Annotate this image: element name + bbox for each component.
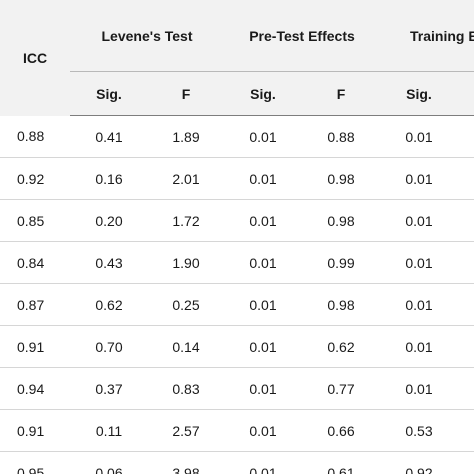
cell-levene-f: 0.14 <box>172 338 200 355</box>
cell-icc: 0.87 <box>17 296 45 313</box>
cell-training-f: 0 <box>458 452 474 474</box>
cell-training-sig: 0.01 <box>405 380 433 397</box>
cell-pretest-sig: 0.01 <box>249 296 277 313</box>
cell-training-sig: 0.01 <box>405 212 433 229</box>
subheader-pretest-f: F <box>302 71 380 116</box>
subheader-training-sig: Sig. <box>380 71 458 116</box>
cell-pretest-sig: 0.01 <box>249 170 277 187</box>
table-row: 0.84 0.43 1.90 0.01 0.99 0.01 0 <box>0 242 474 284</box>
cell-levene-sig: 0.06 <box>95 464 123 474</box>
cell-training-f: 0 <box>458 242 474 284</box>
cell-pretest-sig: 0.01 <box>249 338 277 355</box>
table-row: 0.87 0.62 0.25 0.01 0.98 0.01 0 <box>0 284 474 326</box>
cell-levene-sig: 0.16 <box>95 170 123 187</box>
cell-levene-f: 3.98 <box>172 464 200 474</box>
cell-icc: 0.85 <box>17 212 45 229</box>
table-row: 0.88 0.41 1.89 0.01 0.88 0.01 0 <box>0 116 474 158</box>
cell-training-sig: 0.01 <box>405 296 433 313</box>
table-row: 0.95 0.06 3.98 0.01 0.61 0.92 0 <box>0 452 474 474</box>
cell-pretest-f: 0.62 <box>327 338 355 355</box>
cell-pretest-f: 0.98 <box>327 212 355 229</box>
subheader-training-f <box>458 71 474 116</box>
cell-pretest-sig: 0.01 <box>249 128 277 145</box>
cell-pretest-sig: 0.01 <box>249 380 277 397</box>
cell-pretest-sig: 0.01 <box>249 422 277 439</box>
cell-pretest-f: 0.99 <box>327 254 355 271</box>
cell-icc: 0.94 <box>17 380 45 397</box>
table-header: ICC Levene's Test Pre-Test Effects Train… <box>0 0 474 116</box>
cell-training-sig: 0.01 <box>405 254 433 271</box>
subheader-levene-sig: Sig. <box>70 71 148 116</box>
cell-pretest-f: 0.98 <box>327 170 355 187</box>
cell-levene-f: 1.89 <box>172 128 200 145</box>
cell-icc: 0.84 <box>17 254 45 271</box>
subheader-pretest-sig: Sig. <box>224 71 302 116</box>
cell-training-f: 0 <box>458 284 474 326</box>
cell-levene-f: 0.83 <box>172 380 200 397</box>
cell-levene-sig: 0.37 <box>95 380 123 397</box>
cell-levene-sig: 0.70 <box>95 338 123 355</box>
cell-levene-sig: 0.11 <box>95 422 123 439</box>
cell-levene-f: 1.72 <box>172 212 200 229</box>
header-row-subheaders: Sig. F Sig. F Sig. <box>0 71 474 116</box>
group-header-pre-test-effects: Pre-Test Effects <box>224 0 380 72</box>
table-body: 0.88 0.41 1.89 0.01 0.88 0.01 0 0.92 0.1… <box>0 116 474 474</box>
cell-pretest-f: 0.66 <box>327 422 355 439</box>
cell-icc: 0.91 <box>17 338 45 355</box>
cell-icc: 0.91 <box>17 422 45 439</box>
cell-training-f: 0 <box>458 200 474 242</box>
cell-training-f: 0 <box>458 326 474 368</box>
cell-training-f: 0 <box>458 368 474 410</box>
cell-pretest-sig: 0.01 <box>249 254 277 271</box>
cell-pretest-f: 0.77 <box>327 380 355 397</box>
group-header-training-effects: Training Effe <box>380 0 474 72</box>
cell-training-f: 0 <box>458 410 474 452</box>
cell-pretest-sig: 0.01 <box>249 212 277 229</box>
header-row-groups: ICC Levene's Test Pre-Test Effects Train… <box>0 0 474 116</box>
table-row: 0.91 0.70 0.14 0.01 0.62 0.01 0 <box>0 326 474 368</box>
group-header-levenes-test: Levene's Test <box>70 0 224 72</box>
col-header-icc: ICC <box>0 0 70 116</box>
cell-icc: 0.95 <box>17 464 45 474</box>
cell-levene-sig: 0.41 <box>95 128 123 145</box>
cell-levene-f: 0.25 <box>172 296 200 313</box>
table-row: 0.85 0.20 1.72 0.01 0.98 0.01 0 <box>0 200 474 242</box>
subheader-levene-f: F <box>148 71 224 116</box>
cell-pretest-f: 0.61 <box>327 464 355 474</box>
cell-icc: 0.88 <box>17 128 45 145</box>
cell-icc: 0.92 <box>17 170 45 187</box>
cell-pretest-sig: 0.01 <box>249 464 277 474</box>
cell-training-f: 0 <box>458 116 474 158</box>
cell-levene-sig: 0.20 <box>95 212 123 229</box>
table-row: 0.91 0.11 2.57 0.01 0.66 0.53 0 <box>0 410 474 452</box>
cell-training-f: 0 <box>458 158 474 200</box>
cell-training-sig: 0.01 <box>405 338 433 355</box>
cell-levene-f: 2.57 <box>172 422 200 439</box>
cell-pretest-f: 0.98 <box>327 296 355 313</box>
cell-levene-f: 1.90 <box>172 254 200 271</box>
cell-training-sig: 0.53 <box>405 422 433 439</box>
cell-pretest-f: 0.88 <box>327 128 355 145</box>
cell-levene-sig: 0.43 <box>95 254 123 271</box>
cell-training-sig: 0.01 <box>405 170 433 187</box>
table-row: 0.94 0.37 0.83 0.01 0.77 0.01 0 <box>0 368 474 410</box>
cell-levene-sig: 0.62 <box>95 296 123 313</box>
cell-training-sig: 0.92 <box>405 464 433 474</box>
cell-levene-f: 2.01 <box>172 170 200 187</box>
cell-training-sig: 0.01 <box>405 128 433 145</box>
table-row: 0.92 0.16 2.01 0.01 0.98 0.01 0 <box>0 158 474 200</box>
